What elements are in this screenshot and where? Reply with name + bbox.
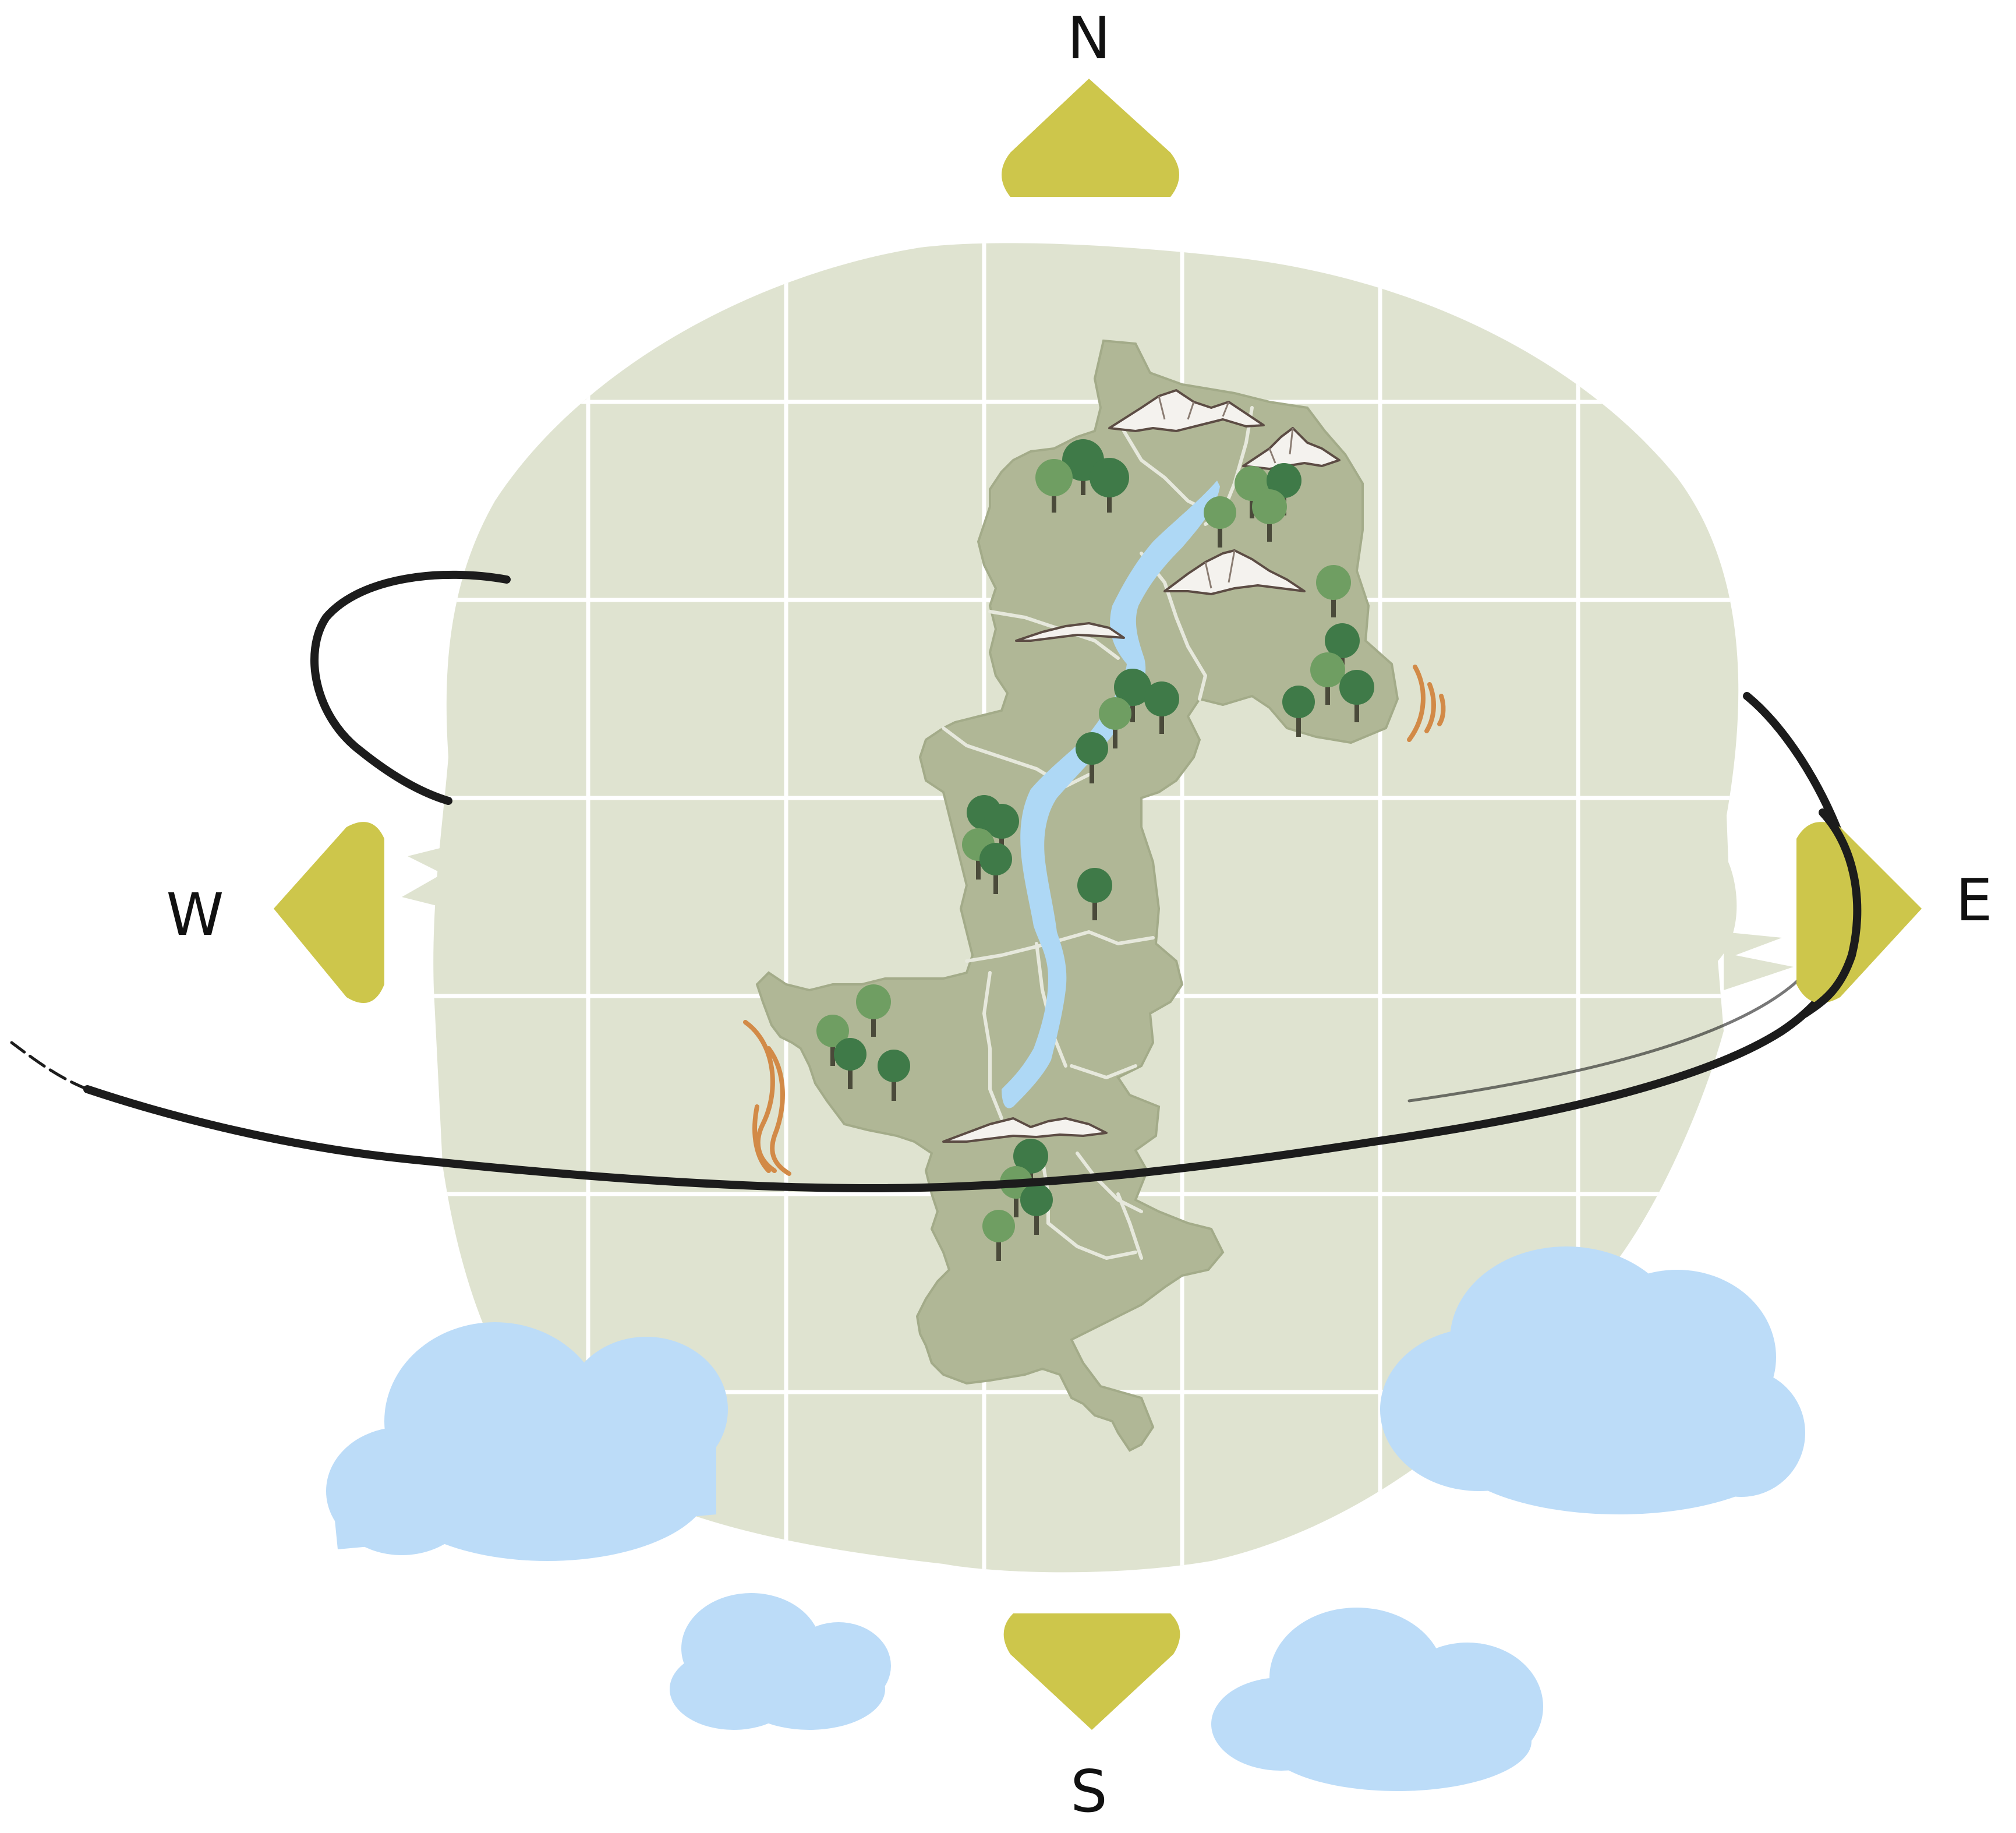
cloud-icon: [1380, 1246, 1805, 1514]
east-label: E: [1955, 866, 1992, 934]
tree-icon: [982, 1210, 1015, 1261]
mountain-icon: [1108, 389, 1265, 432]
compass: N S W E: [167, 4, 1993, 1825]
cloud-icon: [326, 1322, 728, 1561]
river: [1002, 481, 1220, 1108]
cloud-icon: [670, 1593, 891, 1730]
tree-icon: [878, 1050, 910, 1101]
land-region: [755, 339, 1399, 1452]
disc-rough-edge-right: [1724, 932, 1794, 990]
tree-icon: [979, 843, 1012, 894]
wind-icon: [1407, 665, 1446, 742]
tree-icon: [1114, 669, 1151, 722]
tree-icon: [834, 1038, 866, 1089]
tree-icon: [1035, 459, 1073, 513]
south-arrow-icon[interactable]: [1003, 1613, 1180, 1730]
tree-icon: [1077, 868, 1112, 920]
north-label: N: [1067, 4, 1111, 72]
tree-icon: [816, 1015, 849, 1066]
tree-icon: [1282, 686, 1315, 737]
north-arrow-icon[interactable]: [1002, 79, 1179, 197]
tree-icon: [1316, 565, 1351, 617]
mountain-icon: [1163, 549, 1306, 595]
disc-rough-edge-left: [402, 845, 454, 909]
mountain-icon: [942, 1117, 1108, 1143]
wind-icon: [743, 1020, 791, 1176]
tree-icon: [1090, 458, 1129, 513]
tree-icon: [1020, 1184, 1053, 1235]
orbit-ring-overlay: [1801, 808, 1862, 1018]
tree-icon: [1099, 697, 1131, 748]
tree-icon: [1144, 681, 1179, 734]
tree-icon: [1310, 652, 1345, 705]
west-arrow-icon[interactable]: [274, 822, 384, 1004]
tree-icon: [1339, 670, 1374, 722]
cloud-icon: [1211, 1608, 1543, 1791]
south-label: S: [1070, 1757, 1107, 1825]
tree-icon: [1204, 496, 1236, 548]
mountains: [942, 389, 1341, 1143]
tree-icon: [856, 984, 891, 1037]
west-label: W: [167, 881, 224, 949]
river-shape: [1002, 481, 1220, 1108]
tree-icon: [1252, 489, 1287, 542]
trees: [816, 439, 1374, 1261]
mountain-icon: [1015, 622, 1125, 642]
land-shape: [755, 339, 1399, 1452]
tree-icon: [1076, 732, 1108, 783]
